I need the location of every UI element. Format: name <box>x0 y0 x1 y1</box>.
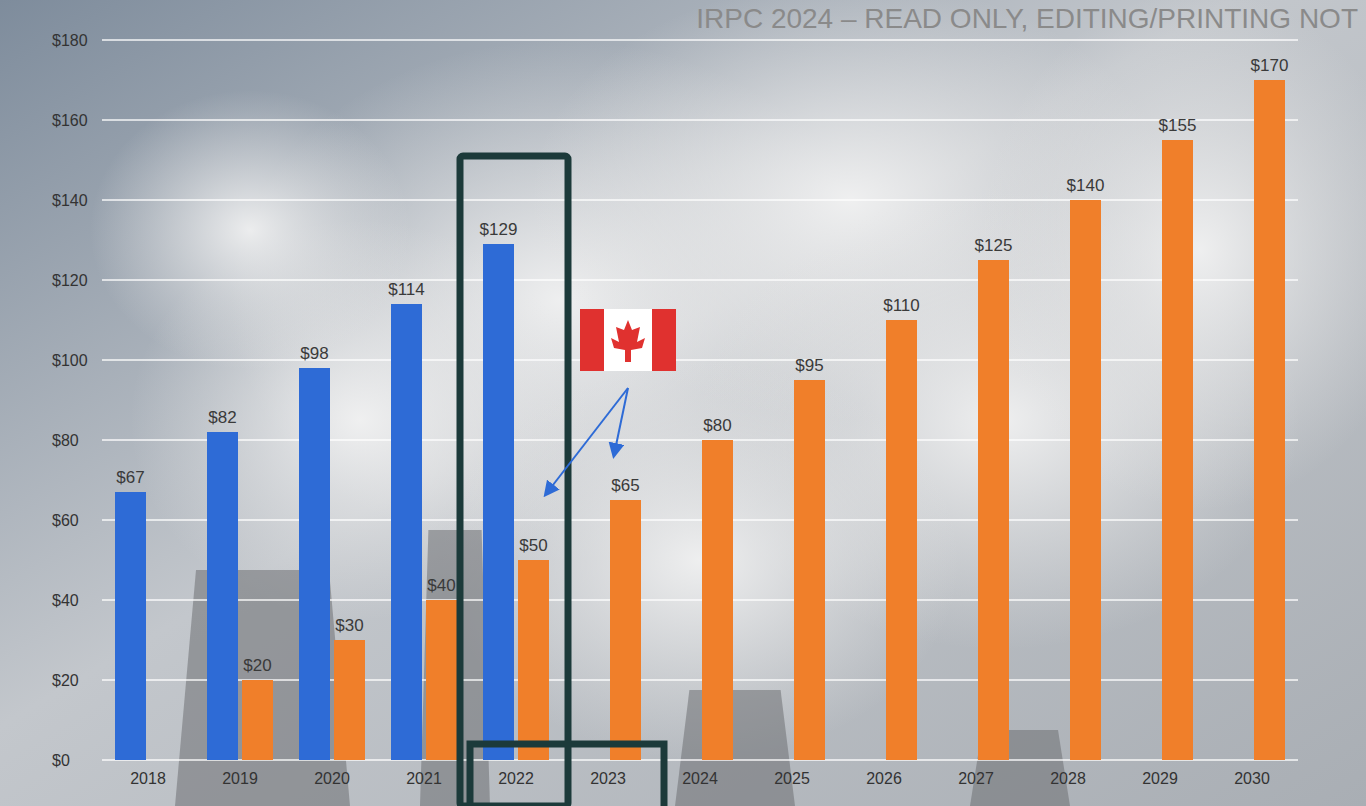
x-tick-label: 2020 <box>314 770 350 787</box>
grid <box>102 40 1298 760</box>
x-tick-label: 2023 <box>590 770 626 787</box>
highlight-box <box>470 744 664 806</box>
bar <box>1254 80 1285 760</box>
x-tick-label: 2022 <box>498 770 534 787</box>
grid-line <box>102 599 1298 601</box>
bar <box>794 380 825 760</box>
grid-line <box>102 39 1298 41</box>
data-label: $129 <box>480 220 518 239</box>
bar <box>299 368 330 760</box>
bar <box>610 500 641 760</box>
grid-line <box>102 199 1298 201</box>
bar <box>1162 140 1193 760</box>
x-tick-label: 2021 <box>406 770 442 787</box>
data-label: $67 <box>116 468 144 487</box>
x-tick-label: 2025 <box>774 770 810 787</box>
data-label: $170 <box>1251 56 1289 75</box>
bar <box>207 432 238 760</box>
data-label: $65 <box>611 476 639 495</box>
bar <box>115 492 146 760</box>
x-tick-label: 2024 <box>682 770 718 787</box>
highlight-box <box>460 156 568 806</box>
bar <box>334 640 365 760</box>
data-label: $140 <box>1067 176 1105 195</box>
bar <box>1070 200 1101 760</box>
grid-line <box>102 119 1298 121</box>
data-label: $30 <box>335 616 363 635</box>
data-label: $125 <box>975 236 1013 255</box>
x-tick-label: 2028 <box>1050 770 1086 787</box>
data-label: $155 <box>1159 116 1197 135</box>
bar <box>518 560 549 760</box>
tower <box>420 530 490 806</box>
flag-band <box>652 309 676 371</box>
data-label: $110 <box>883 296 920 315</box>
data-label: $82 <box>208 408 236 427</box>
bars <box>115 80 1285 760</box>
grid-line <box>102 679 1298 681</box>
watermark: IRPC 2024 – READ ONLY, EDITING/PRINTING … <box>696 3 1358 34</box>
grid-line <box>102 519 1298 521</box>
arrow <box>614 388 628 455</box>
x-tick-label: 2026 <box>866 770 902 787</box>
y-tick-label: $160 <box>52 112 88 129</box>
bar <box>483 244 514 760</box>
data-label: $114 <box>388 280 425 299</box>
y-tick-label: $120 <box>52 272 88 289</box>
data-label: $40 <box>427 576 455 595</box>
y-tick-label: $20 <box>52 672 79 689</box>
cloud <box>90 90 410 370</box>
y-tick-label: $40 <box>52 592 79 609</box>
grid-line <box>102 359 1298 361</box>
x-tick-label: 2018 <box>130 770 166 787</box>
data-label: $98 <box>300 344 328 363</box>
grid-line <box>102 759 1298 761</box>
data-label: $80 <box>703 416 731 435</box>
y-tick-label: $0 <box>52 752 70 769</box>
y-tick-label: $60 <box>52 512 79 529</box>
flag-band <box>580 309 604 371</box>
y-tick-label: $80 <box>52 432 79 449</box>
arrow <box>546 388 628 494</box>
x-tick-label: 2029 <box>1142 770 1178 787</box>
canada-flag <box>580 309 676 371</box>
x-tick-label: 2019 <box>222 770 258 787</box>
x-tick-label: 2027 <box>958 770 994 787</box>
maple-leaf <box>611 320 645 362</box>
x-tick-label: 2030 <box>1234 770 1270 787</box>
y-tick-label: $100 <box>52 352 88 369</box>
data-label: $20 <box>243 656 271 675</box>
y-tick-label: $140 <box>52 192 88 209</box>
data-label: $95 <box>795 356 823 375</box>
grid-line <box>102 279 1298 281</box>
bar <box>978 260 1009 760</box>
y-tick-label: $180 <box>52 32 88 49</box>
bar <box>886 320 917 760</box>
tower <box>675 690 795 806</box>
bar <box>426 600 457 760</box>
bar <box>702 440 733 760</box>
data-labels: $67 $82 $98 $114 $129 $20 $30 $40 $50 $65 $80 $95 $1… <box>116 56 1288 675</box>
bar <box>391 304 422 760</box>
bar <box>242 680 273 760</box>
flag-field <box>580 309 676 371</box>
grid-line <box>102 439 1298 441</box>
chart: IRPC 2024 – READ ONLY, EDITING/PRINTING … <box>0 0 1366 806</box>
data-label: $50 <box>519 536 547 555</box>
